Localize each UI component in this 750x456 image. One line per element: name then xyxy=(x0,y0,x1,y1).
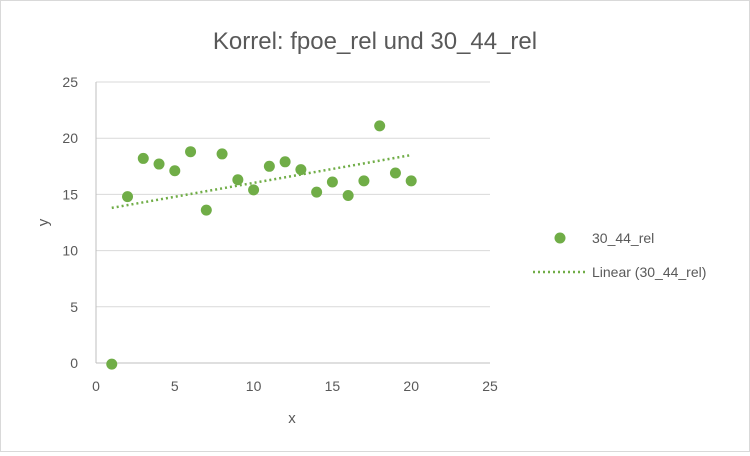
x-tick-label: 25 xyxy=(482,378,498,394)
data-point xyxy=(153,158,165,170)
data-point xyxy=(374,120,386,132)
data-point xyxy=(311,186,323,198)
legend-trendline-label: Linear (30_44_rel) xyxy=(592,264,706,280)
y-tick-label: 0 xyxy=(70,355,78,371)
data-point xyxy=(185,146,197,158)
data-point xyxy=(295,164,307,176)
data-point xyxy=(122,191,134,203)
axes xyxy=(95,82,490,364)
data-point xyxy=(216,148,228,160)
data-point xyxy=(389,167,401,179)
data-point xyxy=(137,152,149,164)
y-tick-label: 10 xyxy=(62,243,78,259)
y-axis-tick-labels: 0 5 10 15 20 25 xyxy=(62,74,78,371)
x-tick-label: 20 xyxy=(403,378,419,394)
legend-marker xyxy=(554,232,566,244)
y-tick-label: 20 xyxy=(62,130,78,146)
trendline xyxy=(111,153,412,210)
x-tick-label: 5 xyxy=(171,378,179,394)
data-point xyxy=(248,184,260,196)
data-point xyxy=(342,190,354,202)
data-point xyxy=(358,175,370,187)
y-axis-label: y xyxy=(35,218,52,226)
x-axis-tick-labels: 0 5 10 15 20 25 xyxy=(92,378,498,394)
legend-series-label: 30_44_rel xyxy=(592,230,654,246)
data-points xyxy=(106,120,417,370)
data-point xyxy=(326,176,338,188)
x-tick-label: 10 xyxy=(246,378,262,394)
data-point xyxy=(405,175,417,187)
x-tick-label: 0 xyxy=(92,378,100,394)
data-point xyxy=(279,156,291,168)
y-tick-label: 5 xyxy=(70,299,78,315)
y-tick-label: 15 xyxy=(62,186,78,202)
data-point xyxy=(106,358,118,370)
data-point xyxy=(200,204,212,216)
data-point xyxy=(232,174,244,186)
legend: 30_44_rel Linear (30_44_rel) xyxy=(533,230,706,280)
gridlines xyxy=(96,81,490,308)
x-axis-label: x xyxy=(288,410,296,427)
data-point xyxy=(169,165,181,177)
data-point xyxy=(263,160,275,172)
x-tick-label: 15 xyxy=(325,378,341,394)
chart-title: Korrel: fpoe_rel und 30_44_rel xyxy=(213,28,537,55)
y-tick-label: 25 xyxy=(62,74,78,90)
trendline-group xyxy=(111,153,412,210)
